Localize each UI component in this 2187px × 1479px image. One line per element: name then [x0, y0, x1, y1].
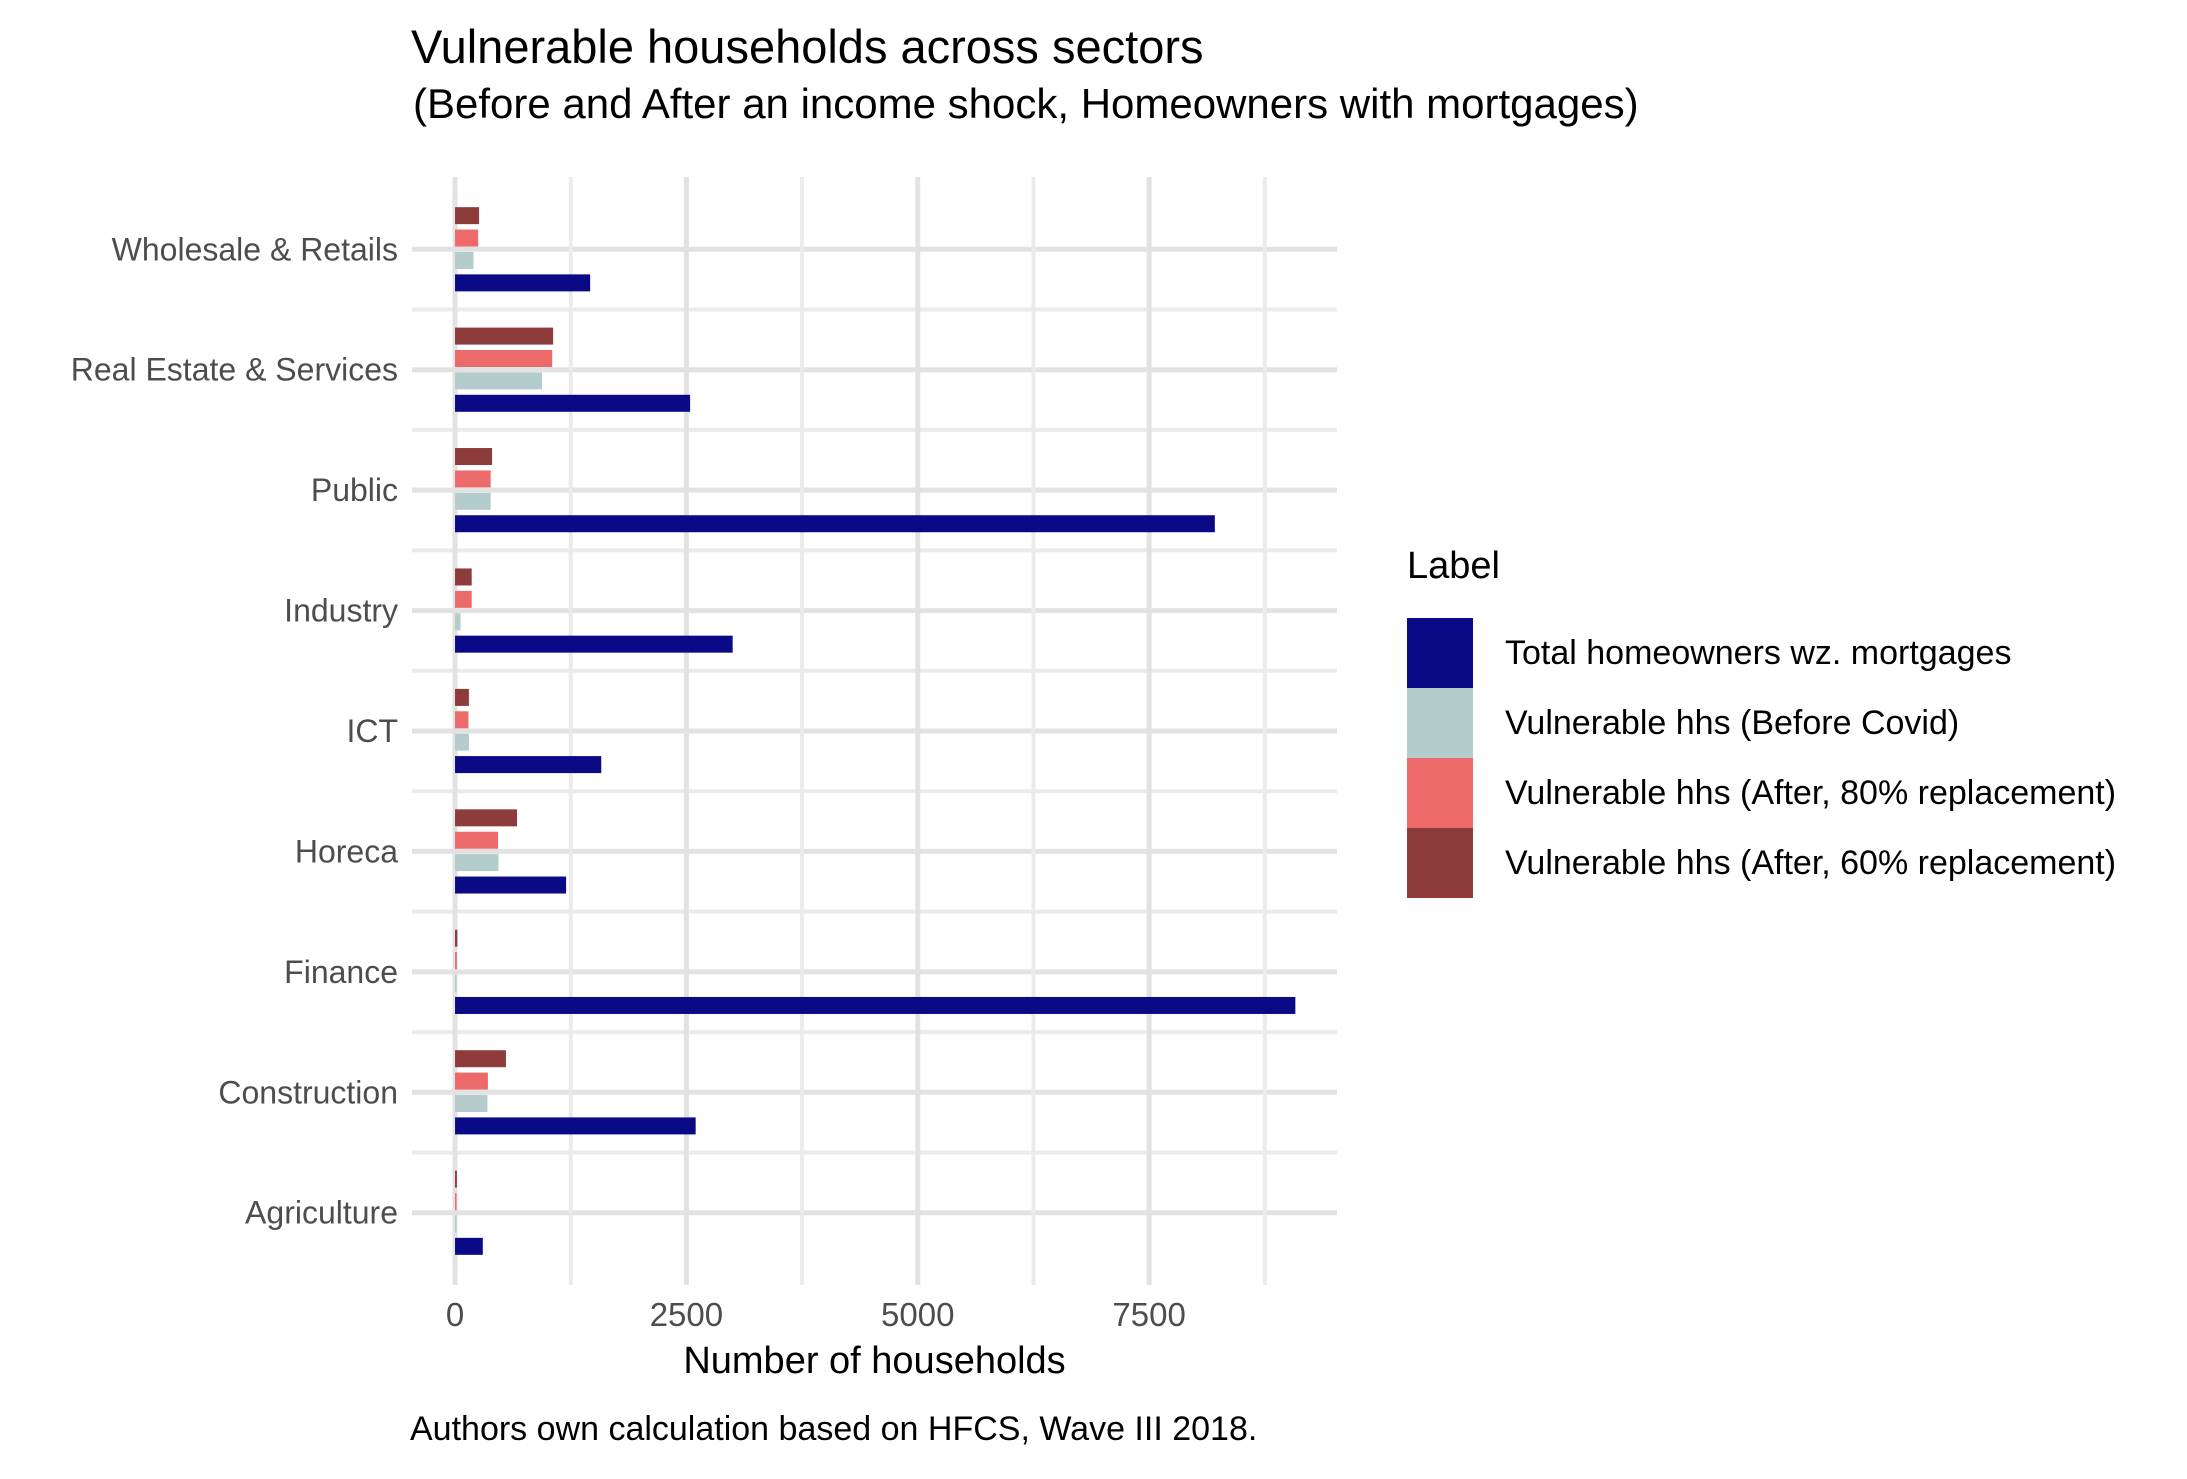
bar	[455, 274, 591, 292]
bar	[455, 1050, 506, 1068]
bar	[455, 515, 1215, 533]
legend-swatch	[1407, 828, 1473, 898]
y-axis-label: Construction	[218, 1074, 398, 1110]
bar	[455, 207, 480, 225]
chart-subtitle: (Before and After an income shock, Homeo…	[413, 80, 1639, 127]
y-axis-label: Real Estate & Services	[71, 352, 398, 388]
bar	[455, 349, 553, 367]
legend-swatch	[1407, 688, 1473, 758]
bar	[455, 1193, 457, 1211]
x-axis-tick-label: 2500	[650, 1296, 723, 1333]
legend-label: Vulnerable hhs (After, 80% replacement)	[1505, 773, 2117, 812]
legend-entries: Total homeowners wz. mortgages Vulnerable…	[1407, 618, 2116, 898]
bar	[455, 568, 472, 586]
bar	[455, 996, 1296, 1014]
legend-entry: Vulnerable hhs (After, 80% replacement)	[1407, 758, 2116, 828]
bar	[455, 372, 543, 390]
y-axis-label: Agriculture	[245, 1195, 398, 1231]
y-axis-label: Finance	[284, 954, 398, 990]
bar	[455, 876, 567, 894]
bar	[455, 229, 479, 247]
legend-swatch	[1407, 618, 1473, 688]
bar	[455, 756, 602, 774]
bar	[455, 635, 733, 653]
bar	[455, 974, 457, 992]
bar	[455, 251, 474, 269]
bar	[455, 809, 518, 827]
bar	[455, 1117, 696, 1135]
bar	[455, 1095, 488, 1113]
bar	[455, 1170, 457, 1188]
x-axis-tick-label: 0	[446, 1296, 464, 1333]
bar	[455, 590, 472, 608]
bar	[455, 1215, 457, 1233]
bar	[455, 1072, 488, 1090]
bar	[455, 854, 499, 872]
bar	[455, 733, 469, 751]
y-axis-label: Horeca	[295, 833, 398, 869]
bar	[455, 470, 491, 488]
legend: Label Total homeowners wz. mortgages Vuln…	[1407, 545, 2116, 898]
legend-entry: Vulnerable hhs (Before Covid)	[1407, 688, 2116, 758]
chart-caption: Authors own calculation based on HFCS, W…	[410, 1410, 1258, 1448]
legend-label: Vulnerable hhs (After, 60% replacement)	[1505, 843, 2117, 882]
legend-label: Vulnerable hhs (Before Covid)	[1505, 703, 1960, 742]
legend-label: Total homeowners wz. mortgages	[1505, 633, 2012, 672]
legend-title: Label	[1407, 545, 1500, 587]
bar	[455, 952, 457, 970]
bar	[455, 1237, 483, 1255]
bar	[455, 448, 493, 466]
bar	[455, 327, 554, 345]
y-axis-label: ICT	[346, 713, 398, 749]
y-axis-label: Wholesale & Retails	[112, 231, 398, 267]
bar	[455, 492, 491, 510]
bar	[455, 613, 461, 631]
bar	[455, 711, 469, 729]
x-axis-title: Number of households	[683, 1340, 1066, 1382]
legend-entry: Total homeowners wz. mortgages	[1407, 618, 2116, 688]
x-axis-tick-label: 5000	[881, 1296, 954, 1333]
bar	[455, 831, 499, 849]
bar	[455, 929, 458, 947]
legend-swatch	[1407, 758, 1473, 828]
y-axis-label: Public	[311, 472, 398, 508]
x-axis-tick-label: 7500	[1112, 1296, 1185, 1333]
y-axis-label: Industry	[284, 593, 398, 629]
bar	[455, 688, 469, 706]
legend-entry: Vulnerable hhs (After, 60% replacement)	[1407, 828, 2116, 898]
bar	[455, 394, 691, 412]
chart-title: Vulnerable households across sectors	[411, 20, 1204, 73]
